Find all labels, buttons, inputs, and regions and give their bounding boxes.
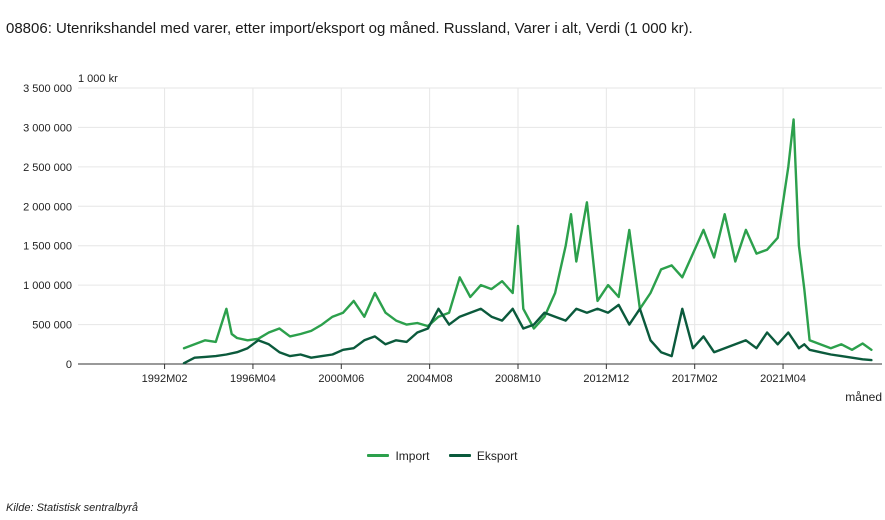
y-axis: 0 500 000 1 000 000 1 500 000 2 000 000 2 500… bbox=[23, 83, 72, 371]
x-tick-label: 2012M12 bbox=[583, 373, 629, 385]
legend: Import Eksport bbox=[0, 446, 885, 463]
y-tick-label: 3 000 000 bbox=[23, 122, 72, 134]
x-axis: 1992M02 1996M04 2000M06 2004M08 2008M10 2012M… bbox=[78, 363, 882, 385]
chart-title: 08806: Utenrikshandel med varer, etter i… bbox=[6, 20, 693, 37]
legend-label-eksport: Eksport bbox=[476, 448, 518, 463]
legend-item-eksport[interactable]: Eksport bbox=[448, 448, 518, 463]
y-tick-label: 2 000 000 bbox=[23, 201, 72, 213]
y-tick-label: 2 500 000 bbox=[23, 162, 72, 174]
legend-item-import[interactable]: Import bbox=[367, 449, 429, 463]
series-line-import bbox=[182, 118, 873, 351]
x-tick-label: 2004M08 bbox=[407, 373, 453, 385]
source-note: Kilde: Statistisk sentralbyrå bbox=[6, 502, 139, 514]
series-line-eksport bbox=[182, 303, 873, 365]
x-tick-label: 2017M02 bbox=[672, 373, 718, 385]
x-tick-label: 2008M10 bbox=[495, 373, 541, 385]
x-tick-label: 2000M06 bbox=[318, 373, 364, 385]
grid-lines bbox=[78, 87, 882, 365]
legend-swatch-import bbox=[367, 454, 390, 457]
series-lines bbox=[182, 118, 873, 365]
x-tick-label: 1992M02 bbox=[142, 373, 188, 385]
x-tick-label: 1996M04 bbox=[230, 373, 276, 385]
x-axis-label: måned bbox=[845, 390, 882, 404]
legend-label-import: Import bbox=[395, 448, 430, 463]
line-chart: 0 500 000 1 000 000 1 500 000 2 000 000 2 500… bbox=[23, 73, 882, 404]
y-tick-label: 1 000 000 bbox=[23, 280, 72, 292]
y-axis-label: 1 000 kr bbox=[78, 73, 118, 85]
legend-swatch-eksport bbox=[448, 454, 471, 457]
y-tick-label: 1 500 000 bbox=[23, 241, 72, 253]
y-tick-label: 3 500 000 bbox=[23, 83, 72, 95]
x-tick-label: 2021M04 bbox=[760, 373, 806, 385]
y-tick-label: 500 000 bbox=[32, 320, 72, 332]
y-tick-label: 0 bbox=[66, 359, 72, 371]
